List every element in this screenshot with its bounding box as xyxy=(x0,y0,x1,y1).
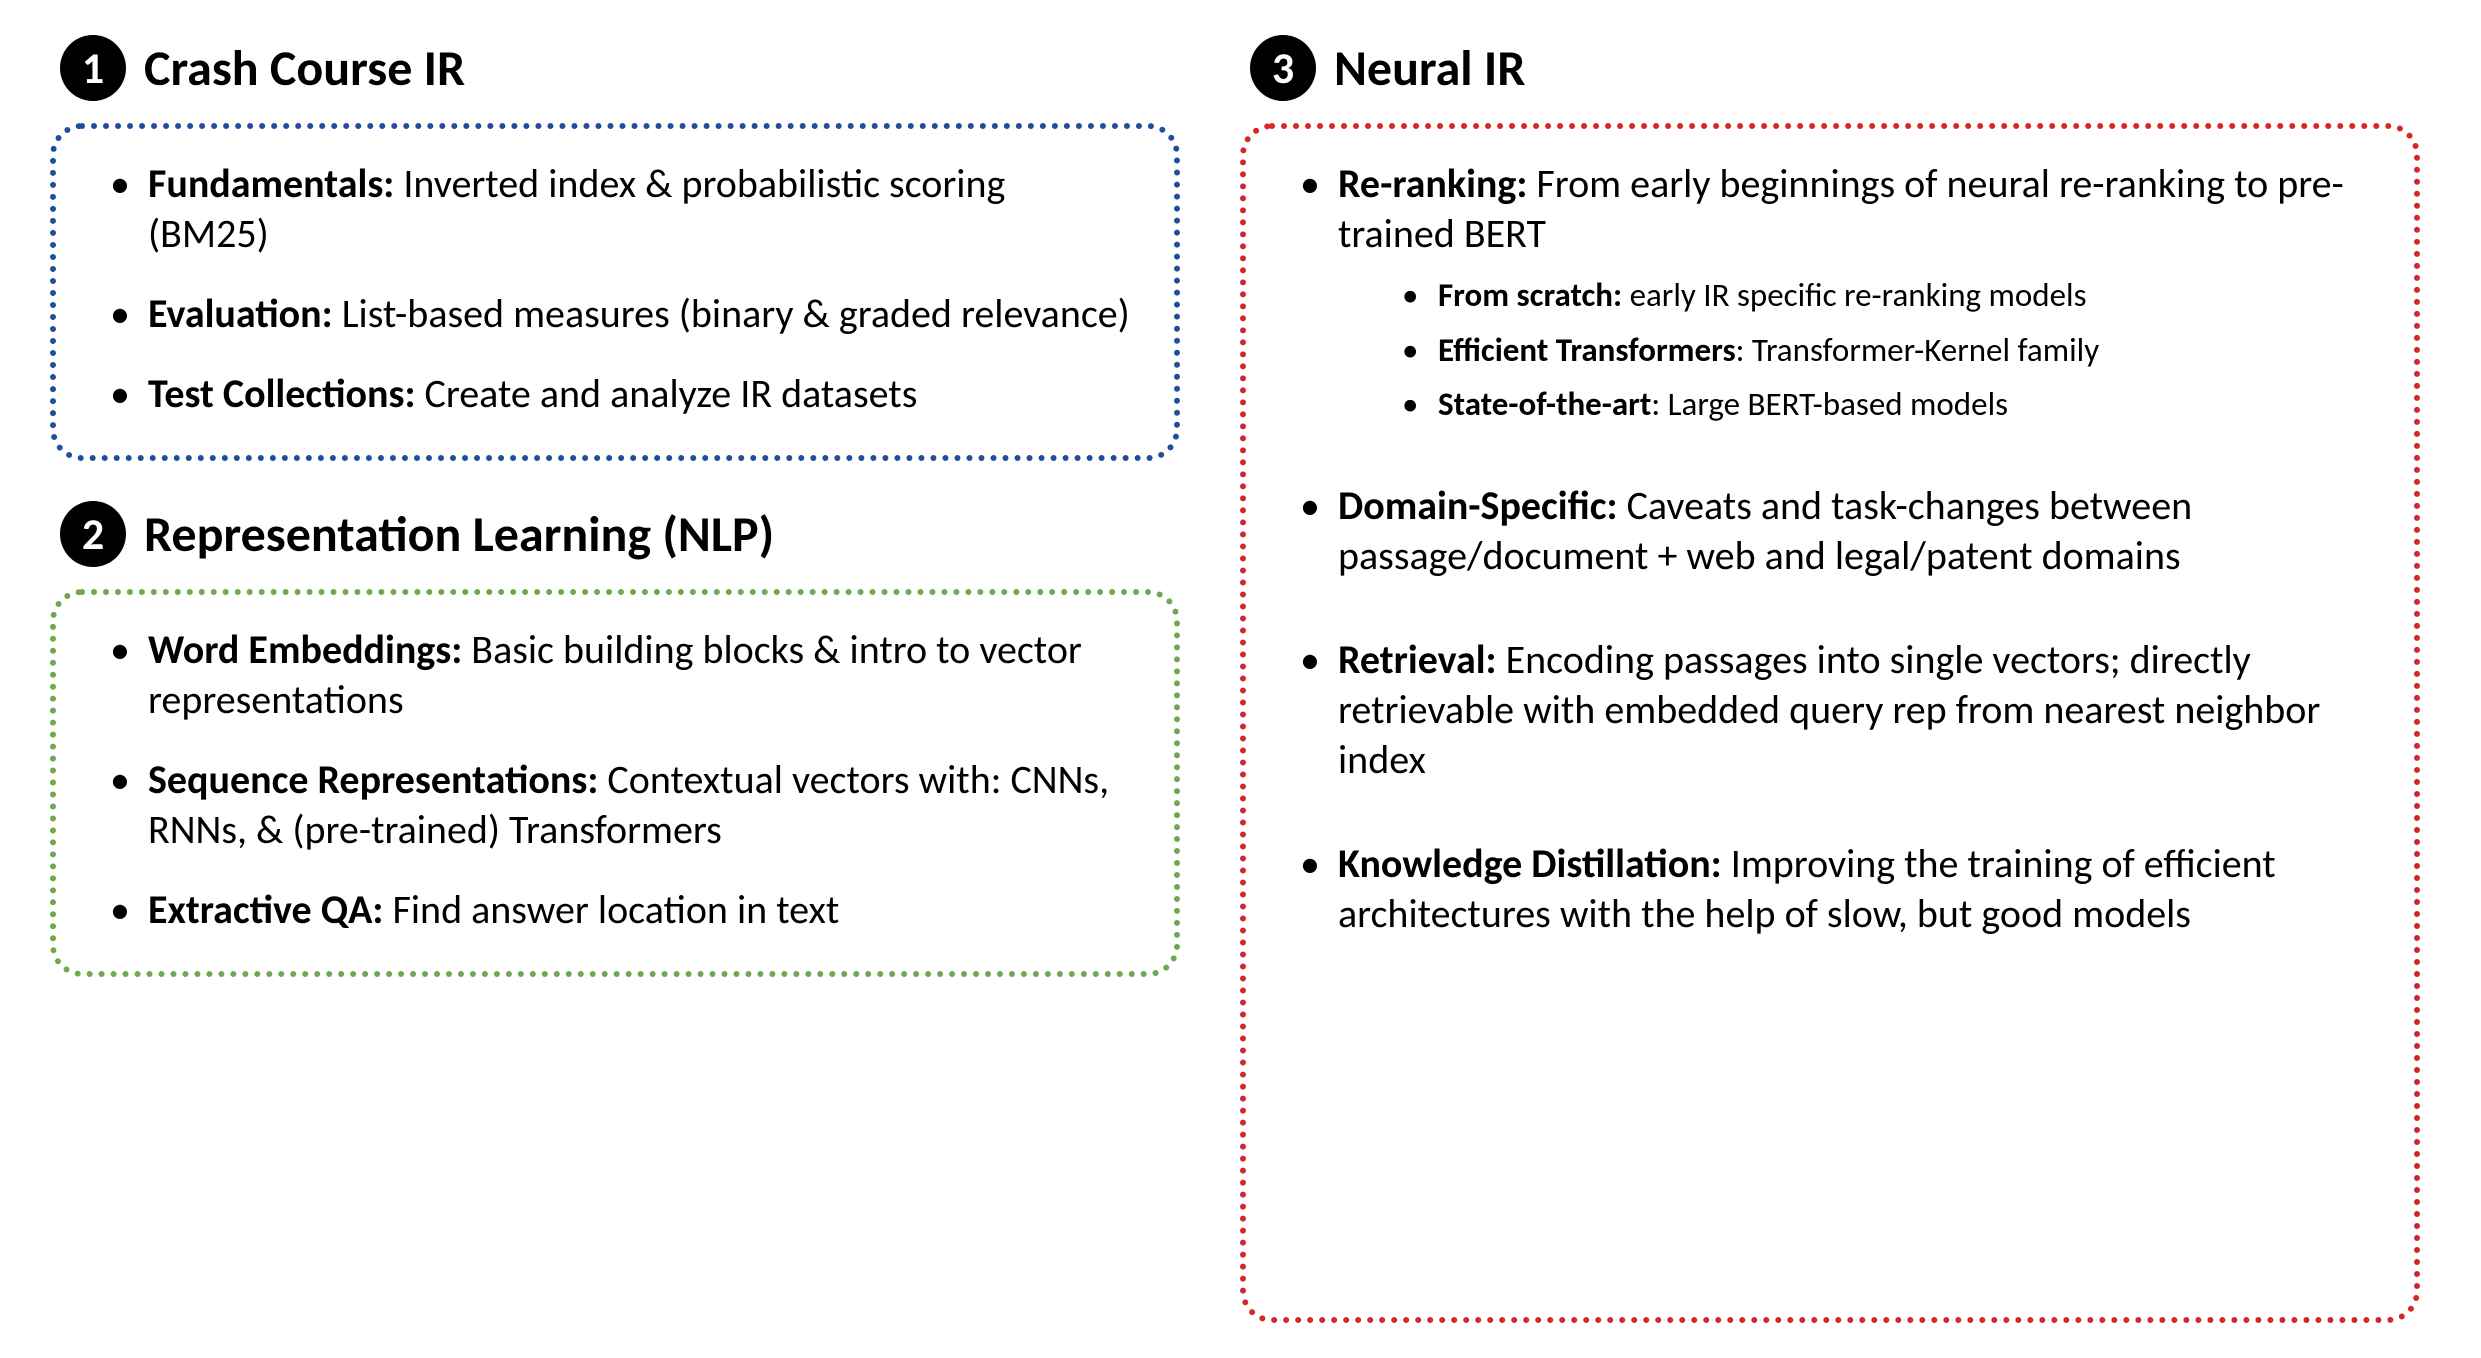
section-title: Crash Course IR xyxy=(144,38,465,99)
item-label: Word Embeddings: xyxy=(148,625,462,674)
sub-item-label: From scratch: xyxy=(1438,275,1622,315)
item-label: Extractive QA: xyxy=(148,885,383,934)
item-label: Fundamentals: xyxy=(148,159,394,208)
item-text: Find answer location in text xyxy=(383,885,839,934)
section-crash-course-ir: 1 Crash Course IR Fundamentals: Inverted… xyxy=(50,35,1180,461)
sub-list-item: From scratch: early IR specific re-ranki… xyxy=(1338,273,2374,318)
list-item: Domain-Specific: Caveats and task-change… xyxy=(1286,481,2374,581)
list-item: Extractive QA: Find answer location in t… xyxy=(96,885,1134,935)
item-label: Retrieval: xyxy=(1338,635,1497,684)
item-label: Evaluation: xyxy=(148,289,333,338)
bullet-list: Re-ranking: From early beginnings of neu… xyxy=(1286,159,2374,939)
section-neural-ir: 3 Neural IR Re-ranking: From early begin… xyxy=(1240,35,2420,1323)
section-header: 2 Representation Learning (NLP) xyxy=(60,501,1180,567)
left-column: 1 Crash Course IR Fundamentals: Inverted… xyxy=(50,35,1180,1323)
item-label: Domain-Specific: xyxy=(1338,481,1618,530)
item-text: Create and analyze IR datasets xyxy=(415,369,917,418)
sub-item-text: : Large BERT-based models xyxy=(1651,384,2008,424)
list-item: Fundamentals: Inverted index & probabili… xyxy=(96,159,1134,259)
right-column: 3 Neural IR Re-ranking: From early begin… xyxy=(1240,35,2420,1323)
sub-list-item: Efficient Transformers: Transformer-Kern… xyxy=(1338,328,2374,373)
section-title: Representation Learning (NLP) xyxy=(144,504,774,565)
bullet-list: Word Embeddings: Basic building blocks &… xyxy=(96,625,1134,935)
list-item: Re-ranking: From early beginnings of neu… xyxy=(1286,159,2374,427)
item-label: Test Collections: xyxy=(148,369,415,418)
sub-item-label: Efficient Transformers xyxy=(1438,330,1736,370)
list-item: Retrieval: Encoding passages into single… xyxy=(1286,635,2374,785)
section-representation-learning: 2 Representation Learning (NLP) Word Emb… xyxy=(50,501,1180,977)
content-box: Fundamentals: Inverted index & probabili… xyxy=(50,123,1180,461)
content-box: Re-ranking: From early beginnings of neu… xyxy=(1240,123,2420,1323)
number-badge-icon: 3 xyxy=(1250,35,1316,101)
list-item: Word Embeddings: Basic building blocks &… xyxy=(96,625,1134,725)
sub-item-text: : Transformer-Kernel family xyxy=(1736,330,2100,370)
sub-bullet-list: From scratch: early IR specific re-ranki… xyxy=(1338,273,2374,427)
sub-item-label: State-of-the-art xyxy=(1438,384,1651,424)
sub-item-text: early IR specific re-ranking models xyxy=(1622,275,2086,315)
list-item: Test Collections: Create and analyze IR … xyxy=(96,369,1134,419)
item-label: Re-ranking: xyxy=(1338,159,1527,208)
content-box: Word Embeddings: Basic building blocks &… xyxy=(50,589,1180,977)
sub-list-item: State-of-the-art: Large BERT-based model… xyxy=(1338,382,2374,427)
item-text: List-based measures (binary & graded rel… xyxy=(333,289,1130,338)
section-header: 3 Neural IR xyxy=(1250,35,2420,101)
list-item: Sequence Representations: Contextual vec… xyxy=(96,755,1134,855)
item-label: Sequence Representations: xyxy=(148,755,598,804)
list-item: Knowledge Distillation: Improving the tr… xyxy=(1286,839,2374,939)
item-label: Knowledge Distillation: xyxy=(1338,839,1722,888)
section-header: 1 Crash Course IR xyxy=(60,35,1180,101)
section-title: Neural IR xyxy=(1334,38,1525,99)
list-item: Evaluation: List-based measures (binary … xyxy=(96,289,1134,339)
bullet-list: Fundamentals: Inverted index & probabili… xyxy=(96,159,1134,419)
number-badge-icon: 2 xyxy=(60,501,126,567)
page-container: 1 Crash Course IR Fundamentals: Inverted… xyxy=(50,35,2431,1323)
number-badge-icon: 1 xyxy=(60,35,126,101)
